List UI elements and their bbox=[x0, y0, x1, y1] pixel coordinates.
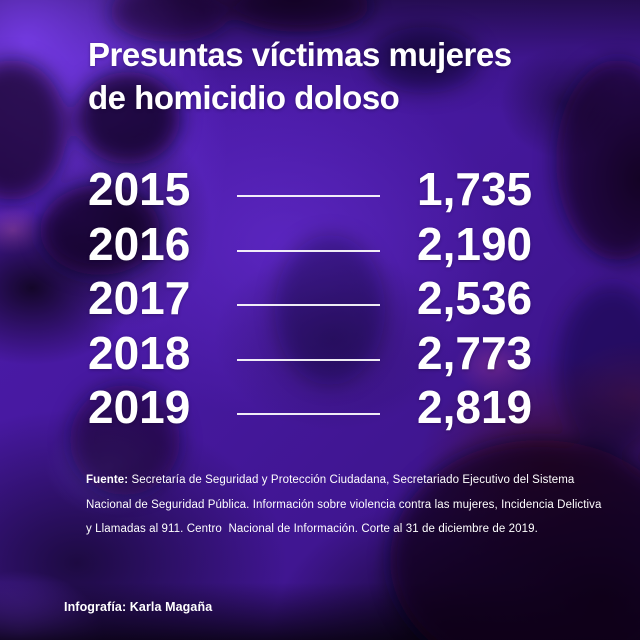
divider-line bbox=[237, 413, 380, 416]
table-row-2017: 2017 2,536 bbox=[88, 271, 532, 326]
table-row-2015: 2015 1,735 bbox=[88, 162, 532, 217]
source-line-3: y Llamadas al 911. Centro Nacional de In… bbox=[86, 523, 538, 535]
source-line-2: Nacional de Seguridad Pública. Informaci… bbox=[86, 498, 602, 511]
table-row-2019: 2019 2,819 bbox=[88, 380, 532, 435]
year-label: 2015 bbox=[88, 163, 191, 216]
year-value-list: 2015 1,735 2016 2,190 2017 2,536 2018 2,… bbox=[88, 162, 532, 435]
value-label: 2,773 bbox=[417, 326, 533, 379]
page-title: Presuntas víctimas mujeres de homicidio … bbox=[88, 33, 512, 119]
table-row-2018: 2018 2,773 bbox=[88, 326, 532, 381]
source-line-1: Fuente: Secretaría de Seguridad y Protec… bbox=[86, 468, 602, 493]
title-line-2: de homicidio doloso bbox=[88, 79, 400, 116]
title-line-1: Presuntas víctimas mujeres bbox=[88, 36, 512, 73]
source-line-1-text: Secretaría de Seguridad y Protección Ciu… bbox=[128, 474, 575, 486]
credit-line: Infografía: Karla Magaña bbox=[64, 600, 213, 614]
year-label: 2016 bbox=[88, 217, 191, 270]
value-label: 1,735 bbox=[417, 163, 533, 216]
value-label: 2,819 bbox=[417, 381, 533, 434]
value-label: 2,190 bbox=[417, 217, 533, 270]
value-label: 2,536 bbox=[417, 272, 533, 325]
divider-line bbox=[237, 249, 380, 252]
year-label: 2017 bbox=[88, 272, 191, 325]
source-label: Fuente: bbox=[86, 474, 129, 486]
divider-line bbox=[237, 304, 380, 307]
table-row-2016: 2016 2,190 bbox=[88, 217, 532, 272]
year-label: 2018 bbox=[88, 326, 191, 379]
divider-line bbox=[237, 195, 380, 198]
divider-line bbox=[237, 358, 380, 361]
year-label: 2019 bbox=[88, 381, 191, 434]
source-note: Fuente: Secretaría de Seguridad y Protec… bbox=[86, 468, 602, 542]
